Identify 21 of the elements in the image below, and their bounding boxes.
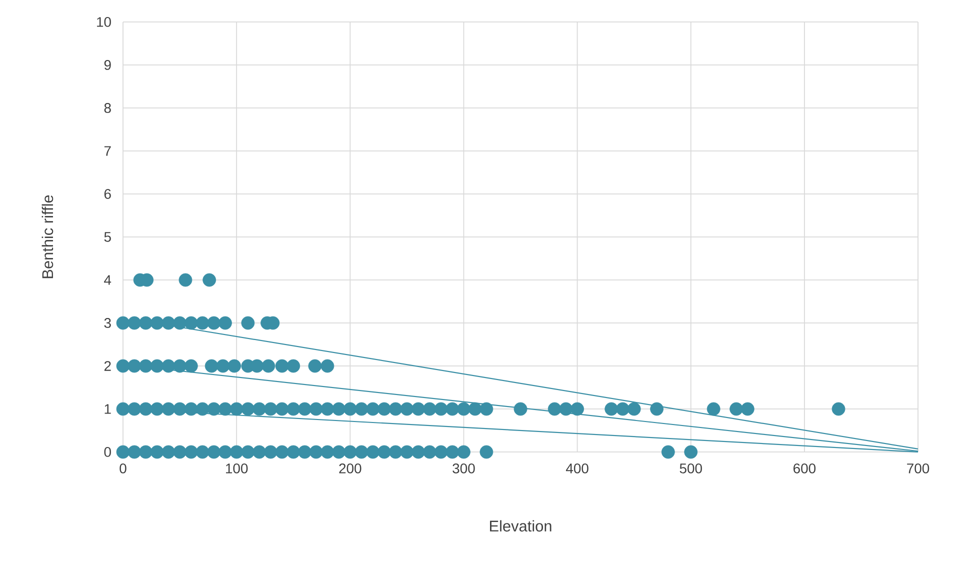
x-tick-label: 200 — [339, 463, 362, 474]
x-tick-label: 300 — [452, 463, 475, 474]
y-tick-label: 10 — [97, 17, 111, 27]
x-tick-label: 100 — [226, 463, 248, 474]
y-tick-label: 4 — [104, 275, 112, 285]
y-tick-label: 2 — [104, 361, 111, 371]
x-tick-label: 600 — [794, 463, 816, 474]
x-tick-label: 0 — [120, 463, 126, 474]
y-tick-label: 1 — [104, 404, 111, 414]
y-tick-label: 9 — [104, 60, 111, 70]
y-axis-title: Benthic riffle — [42, 195, 54, 278]
y-tick-label: 5 — [104, 232, 111, 242]
y-tick-label: 6 — [104, 189, 111, 199]
y-tick-label: 8 — [104, 103, 111, 113]
x-axis-title: Elevation — [490, 520, 552, 532]
x-tick-label: 400 — [566, 463, 588, 474]
y-tick-label: 0 — [104, 447, 111, 457]
y-tick-label: 7 — [104, 146, 111, 156]
x-tick-label: 700 — [907, 463, 930, 474]
y-tick-label: 3 — [104, 318, 111, 328]
x-tick-label: 500 — [680, 463, 702, 474]
